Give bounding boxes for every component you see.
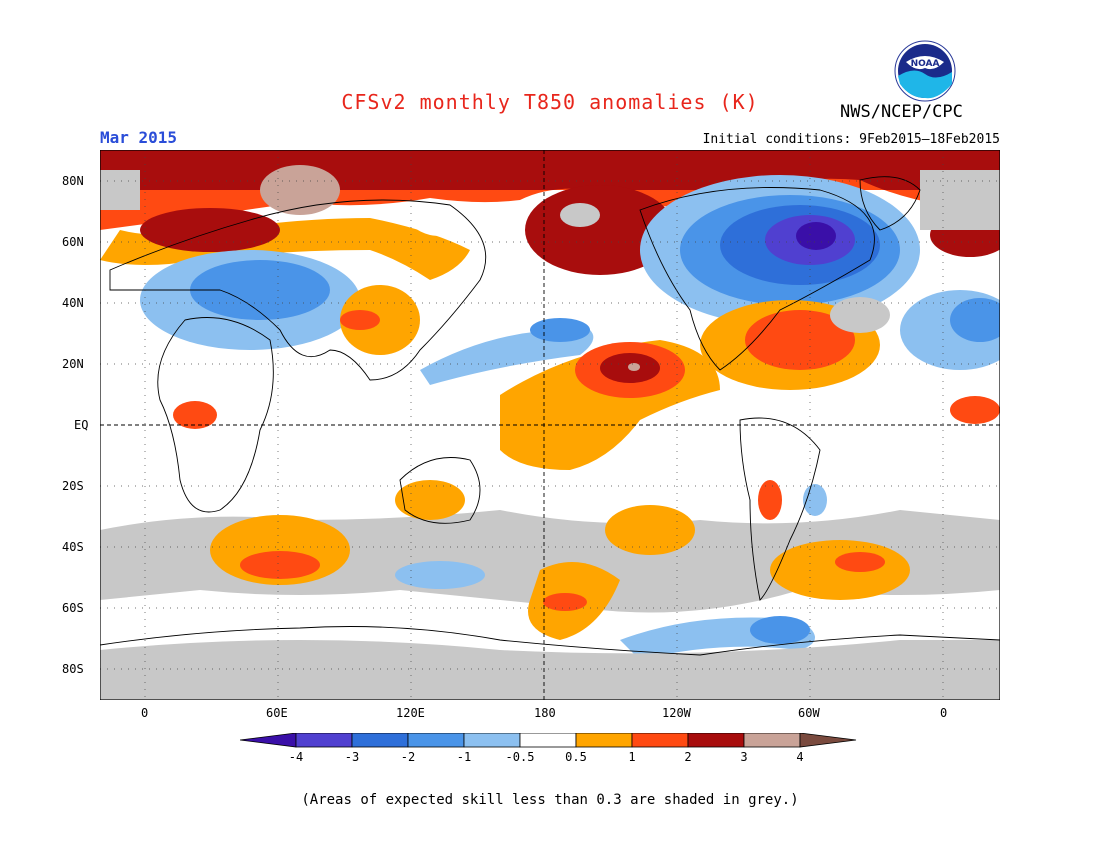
legend-swatch — [799, 733, 857, 748]
legend-tick-label: -3 — [345, 750, 359, 764]
lat-label: 60N — [62, 235, 84, 249]
lat-label: 40N — [62, 296, 84, 310]
legend-swatch — [351, 733, 409, 748]
pacific-warm-anomaly — [500, 340, 720, 470]
lat-label: 80S — [62, 662, 84, 676]
legend-tick-label: -1 — [457, 750, 471, 764]
lon-label: 120W — [662, 706, 691, 720]
antarctic-low-skill — [100, 640, 1000, 700]
legend-tick-label: 1 — [628, 750, 635, 764]
pacific-cold-tongue — [420, 318, 594, 385]
legend-tick-label: 4 — [796, 750, 803, 764]
legend-swatch — [295, 733, 353, 748]
legend-tick-label: -0.5 — [506, 750, 535, 764]
lon-label: 60W — [798, 706, 820, 720]
legend-tick-label: -2 — [401, 750, 415, 764]
atlantic-warm-anomaly — [700, 297, 890, 390]
legend-swatch — [687, 733, 745, 748]
eurasia-cold-anomaly — [140, 250, 1000, 370]
africa-warm-spot — [173, 401, 217, 429]
legend-swatch — [575, 733, 633, 748]
anomaly-map — [100, 150, 1000, 700]
lon-label: 0 — [141, 706, 149, 720]
southern-hemisphere-anomalies — [100, 480, 1000, 660]
lat-label: 20S — [62, 479, 84, 493]
lon-label: 60E — [266, 706, 288, 720]
lat-label: 20N — [62, 357, 84, 371]
graticule — [100, 150, 1000, 700]
color-bar-legend: -4 -3 -2 -1 -0.5 0.5 1 2 3 4 — [240, 733, 857, 764]
footnote: (Areas of expected skill less than 0.3 a… — [301, 792, 799, 808]
legend-tick-label: -4 — [289, 750, 303, 764]
lat-label: EQ — [74, 418, 89, 432]
lat-label: 80N — [62, 174, 84, 188]
lat-label: 60S — [62, 601, 84, 615]
noaa-logo: NOAA — [894, 40, 956, 102]
valid-month-label: Mar 2015 — [100, 128, 178, 147]
chart-title: CFSv2 monthly T850 anomalies (K) — [341, 90, 759, 114]
lon-label: 0 — [940, 706, 948, 720]
coastlines — [100, 176, 1000, 656]
organization-label: NWS/NCEP/CPC — [840, 102, 963, 122]
equator-dateline — [100, 150, 1000, 700]
arctic-warm-band — [100, 150, 1000, 280]
legend-tick-label: 0.5 — [565, 750, 587, 764]
legend-swatch — [407, 733, 465, 748]
lon-label: 120E — [396, 706, 425, 720]
east-asia-warm-anomaly — [340, 285, 420, 355]
svg-text:NOAA: NOAA — [911, 59, 940, 69]
legend-tick-label: 2 — [684, 750, 691, 764]
legend-swatch — [631, 733, 689, 748]
africa-warm-spot-wrap — [950, 396, 1000, 424]
north-america-cold-anomaly — [640, 175, 920, 325]
legend-swatch — [240, 733, 297, 748]
legend-swatch — [743, 733, 801, 748]
legend-swatch — [519, 733, 577, 748]
initial-conditions-label: Initial conditions: 9Feb2015–18Feb2015 — [702, 132, 1000, 147]
lon-label: 180 — [534, 706, 556, 720]
legend-tick-label: 3 — [740, 750, 747, 764]
legend-swatch — [463, 733, 521, 748]
lat-label: 40S — [62, 540, 84, 554]
